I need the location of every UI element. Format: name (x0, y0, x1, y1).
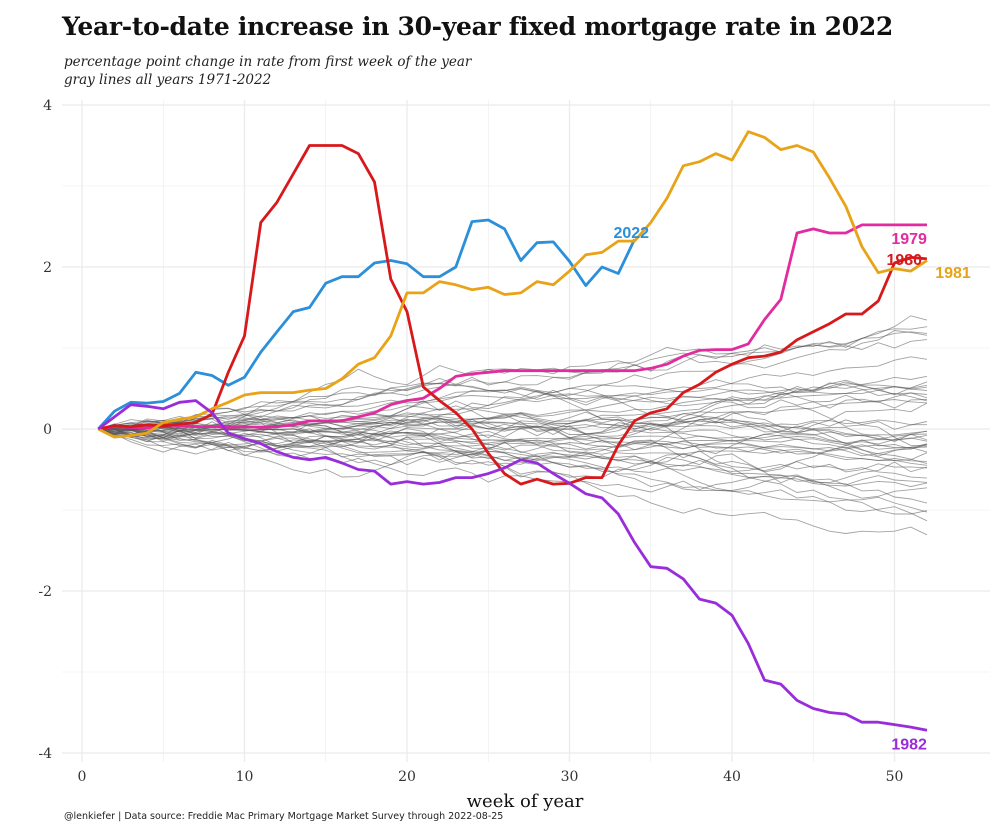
series-line-1982 (97, 399, 928, 732)
gray-history-line (98, 417, 928, 457)
series-labels: 2022 1979 1980 1981 1982 (613, 225, 970, 753)
gray-history-line (98, 425, 928, 522)
y-tick-label: -4 (38, 746, 52, 762)
series-label-2022: 2022 (613, 225, 649, 242)
gray-history-line (98, 428, 928, 458)
series-line-2022 (97, 218, 636, 430)
x-tick-label: 20 (398, 769, 416, 785)
series-label-1981: 1981 (935, 265, 971, 282)
x-axis-label: week of year (467, 791, 584, 812)
series-line-1981 (97, 130, 928, 439)
gray-history-line (98, 331, 928, 430)
gray-history-line (98, 423, 928, 493)
highlighted-series (97, 130, 928, 732)
y-tick-label: 2 (43, 260, 52, 276)
gray-history-line (98, 418, 927, 433)
gray-history-line (98, 389, 928, 442)
gray-history-line (98, 384, 928, 430)
x-tick-labels: 0 10 20 30 40 50 (78, 769, 904, 785)
x-tick-label: 0 (78, 769, 87, 785)
gray-history-line (98, 315, 928, 439)
gray-history-line (98, 330, 928, 434)
chart-title: Year-to-date increase in 30-year fixed m… (62, 12, 894, 41)
y-tick-label: 4 (43, 98, 52, 114)
x-tick-label: 30 (561, 769, 579, 785)
series-line-1980 (98, 144, 928, 486)
series-label-1980: 1980 (886, 252, 922, 269)
x-tick-label: 50 (886, 769, 904, 785)
y-tick-labels: -4 -2 0 2 4 (38, 98, 52, 762)
grid-lines (62, 100, 990, 762)
x-tick-label: 10 (236, 769, 254, 785)
gray-history-line (98, 391, 928, 448)
chart-subtitle-line-1: percentage point change in rate from fir… (64, 54, 472, 70)
series-line-1979 (98, 223, 927, 431)
gray-history-line (98, 428, 928, 488)
series-label-1982: 1982 (891, 736, 927, 753)
gray-history-line (98, 418, 928, 455)
gray-history-line (98, 423, 928, 465)
y-tick-label: 0 (43, 422, 52, 438)
gray-history-line (98, 428, 928, 484)
gray-history-line (98, 428, 928, 443)
gray-history-line (98, 356, 928, 430)
gray-history-line (98, 390, 928, 455)
chart-caption: @lenkiefer | Data source: Freddie Mac Pr… (64, 811, 504, 822)
chart-subtitle-line-2: gray lines all years 1971-2022 (64, 72, 272, 88)
y-tick-label: -2 (38, 584, 52, 600)
x-tick-label: 40 (723, 769, 741, 785)
series-label-1979: 1979 (891, 231, 927, 248)
